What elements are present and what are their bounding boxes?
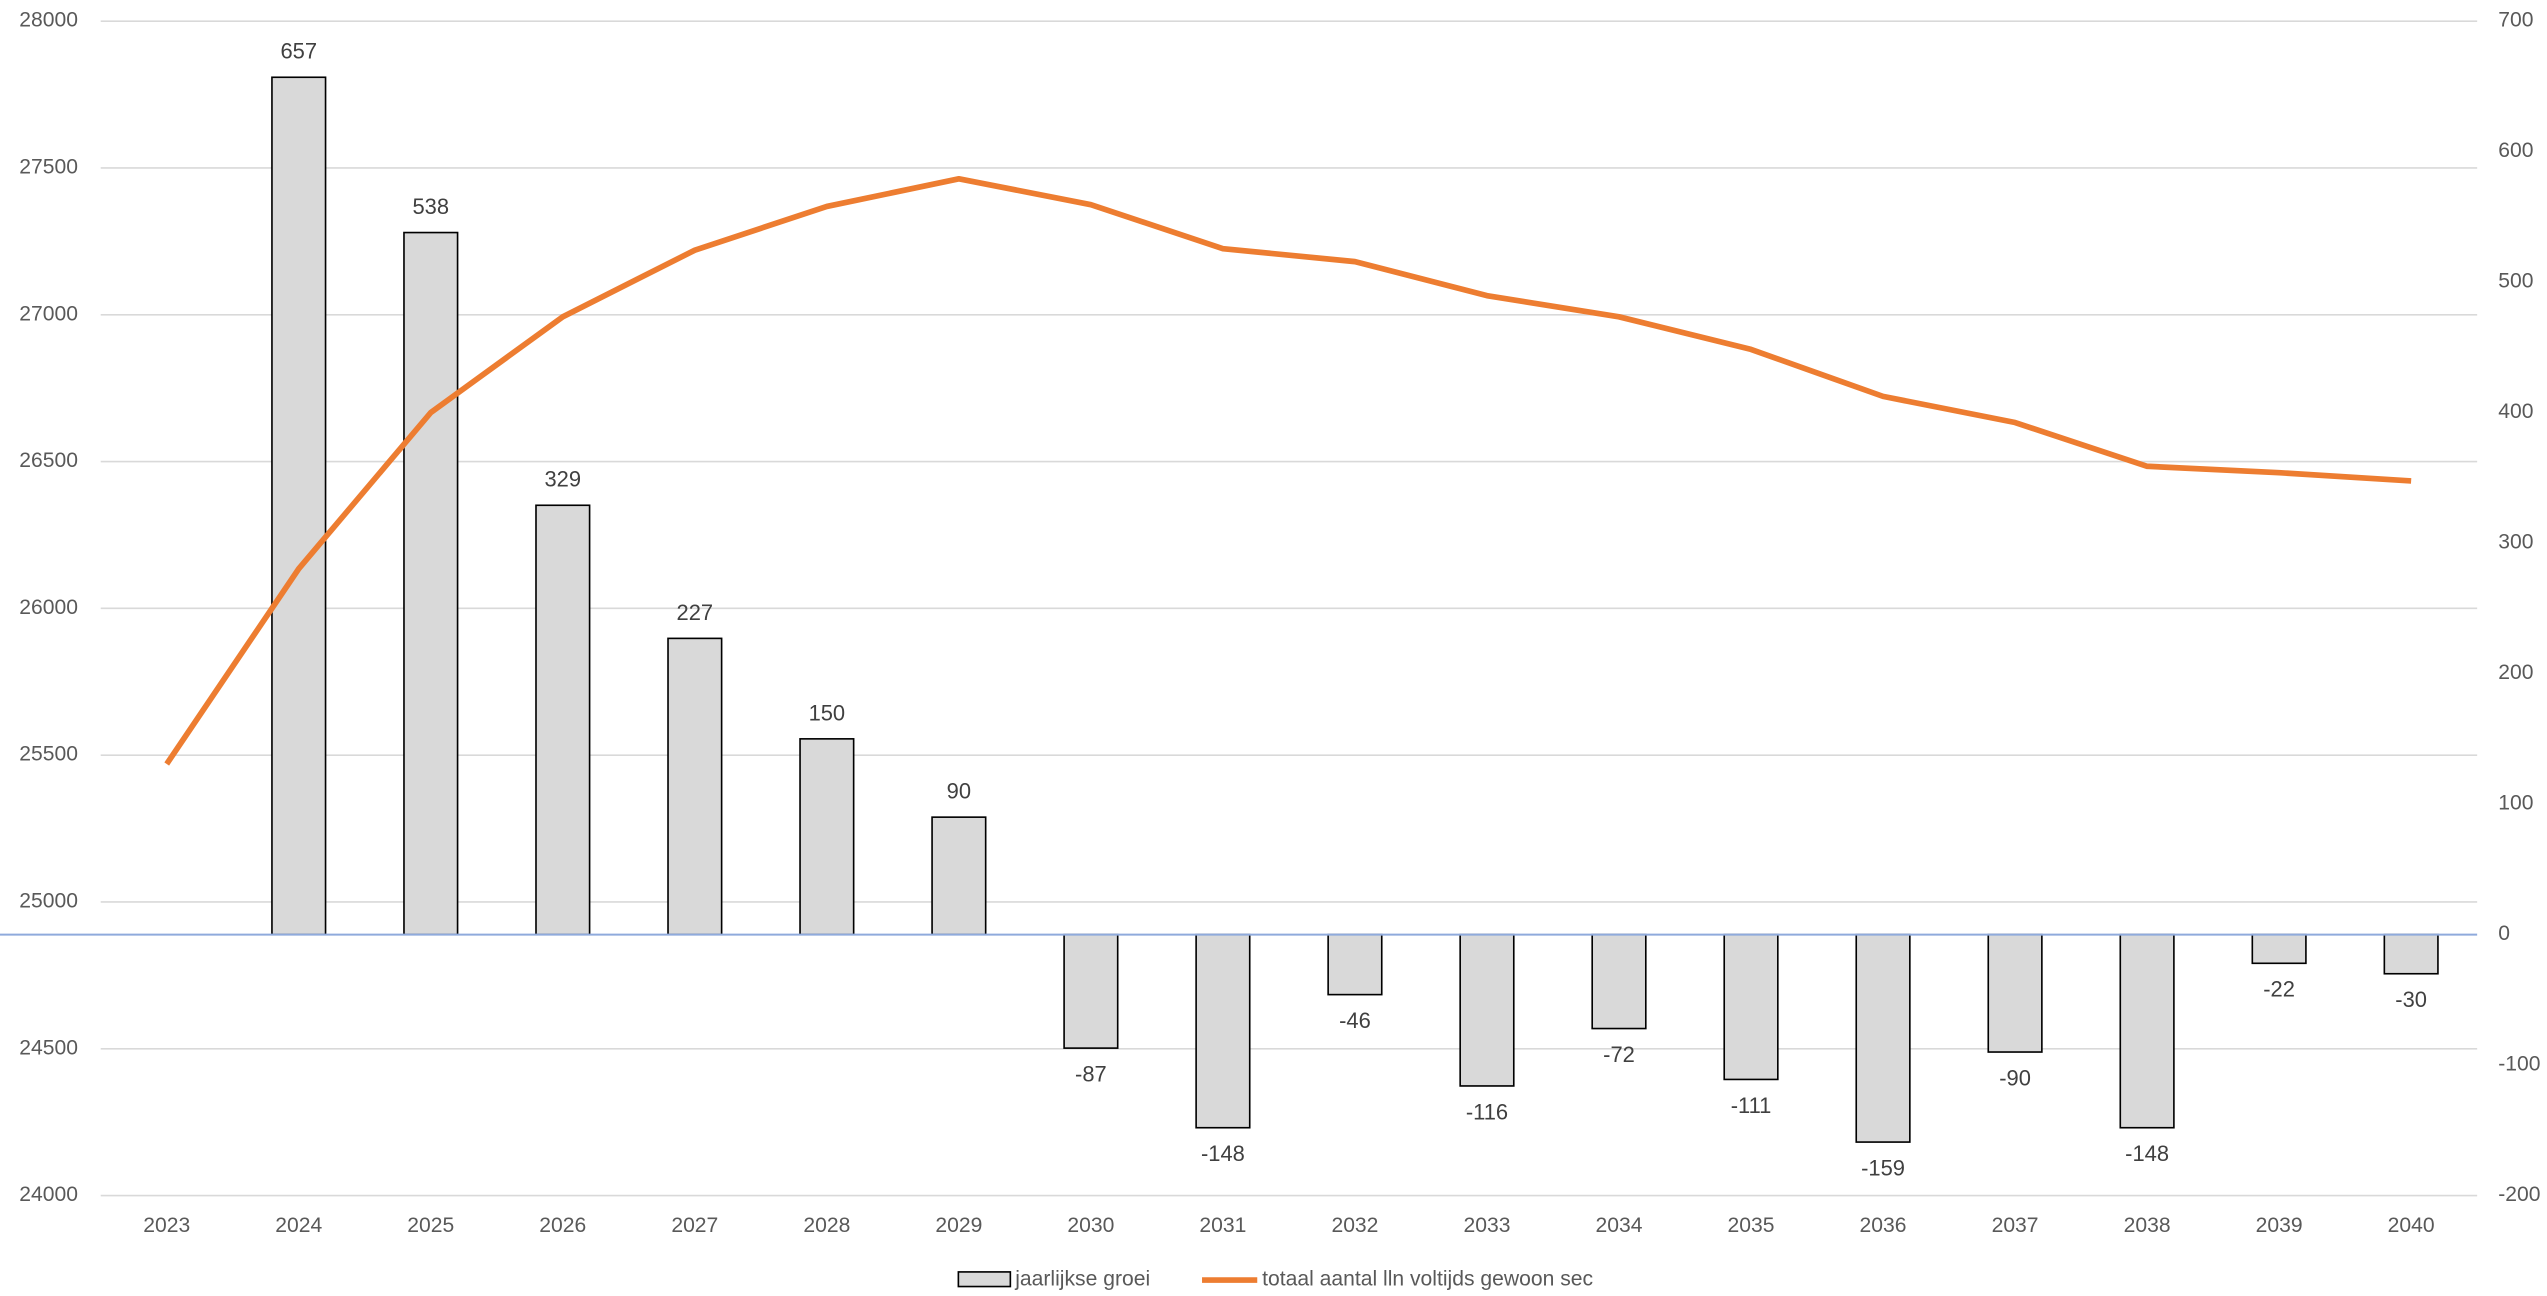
y2-tick-label: 400	[2498, 400, 2533, 423]
data-label: -116	[1466, 1099, 1508, 1124]
y2-tick-label: -200	[2498, 1183, 2540, 1206]
legend-label: totaal aantal lln voltijds gewoon sec	[1262, 1268, 1593, 1291]
y-tick-label: 24000	[19, 1183, 78, 1206]
x-tick-label: 2033	[1463, 1214, 1510, 1237]
bar	[403, 231, 459, 936]
bar	[2119, 933, 2175, 1129]
data-label: -87	[1075, 1062, 1107, 1087]
bar	[271, 76, 327, 936]
x-tick-label: 2039	[2256, 1214, 2303, 1237]
data-label: 657	[280, 39, 317, 64]
bar	[1723, 933, 1779, 1081]
data-label: -148	[1201, 1141, 1245, 1166]
x-tick-label: 2025	[407, 1214, 454, 1237]
x-tick-label: 2035	[1728, 1214, 1775, 1237]
data-label: -46	[1339, 1008, 1371, 1033]
y-tick-label: 25000	[19, 890, 78, 913]
bar	[2251, 933, 2307, 965]
x-tick-label: 2028	[803, 1214, 850, 1237]
data-label: 227	[677, 600, 714, 625]
x-tick-label: 2031	[1199, 1214, 1246, 1237]
x-tick-label: 2027	[671, 1214, 718, 1237]
y-tick-label: 27500	[19, 156, 78, 179]
x-tick-label: 2036	[1860, 1214, 1907, 1237]
bar	[1855, 933, 1911, 1143]
line-series	[164, 175, 2412, 766]
y-tick-label: 25500	[19, 743, 78, 766]
x-tick-label: 2034	[1596, 1214, 1643, 1237]
data-label: 329	[545, 467, 582, 492]
y-tick-label: 27000	[19, 302, 78, 325]
y2-tick-label: 300	[2498, 531, 2533, 554]
bar	[667, 637, 723, 936]
bar	[1327, 933, 1383, 996]
y2-tick-label: 100	[2498, 792, 2533, 815]
bar	[1195, 933, 1251, 1129]
data-label: -22	[2263, 977, 2295, 1002]
y2-tick-label: 500	[2498, 270, 2533, 293]
y2-tick-label: 200	[2498, 661, 2533, 684]
legend-swatch	[957, 1271, 1012, 1288]
bar	[931, 816, 987, 936]
x-tick-label: 2032	[1331, 1214, 1378, 1237]
data-label: -159	[1861, 1155, 1905, 1180]
data-label: 90	[947, 779, 971, 804]
x-tick-label: 2023	[143, 1214, 190, 1237]
data-label: -90	[1999, 1065, 2031, 1090]
x-tick-label: 2030	[1067, 1214, 1114, 1237]
y-tick-label: 26500	[19, 449, 78, 472]
y-tick-label: 28000	[19, 9, 78, 32]
bar	[1063, 933, 1119, 1049]
bar	[535, 504, 591, 936]
data-label: -30	[2395, 987, 2427, 1012]
data-label: 538	[412, 194, 449, 219]
y2-tick-label: 0	[2498, 922, 2510, 945]
x-tick-label: 2040	[2388, 1214, 2435, 1237]
x-tick-label: 2038	[2124, 1214, 2171, 1237]
y-tick-label: 24500	[19, 1036, 78, 1059]
y2-tick-label: 600	[2498, 139, 2533, 162]
data-label: 150	[809, 700, 846, 725]
bar	[1987, 933, 2043, 1053]
y-tick-label: 26000	[19, 596, 78, 619]
bar	[1459, 933, 1515, 1087]
x-tick-label: 2024	[275, 1214, 322, 1237]
data-label: -148	[2125, 1141, 2169, 1166]
bar	[2383, 933, 2439, 975]
x-tick-label: 2026	[539, 1214, 586, 1237]
x-tick-label: 2037	[1992, 1214, 2039, 1237]
data-label: -72	[1603, 1042, 1635, 1067]
y2-tick-label: -100	[2498, 1053, 2540, 1076]
x-tick-label: 2029	[935, 1214, 982, 1237]
y2-tick-label: 700	[2498, 9, 2533, 32]
bar	[799, 738, 855, 936]
data-label: -111	[1731, 1093, 1772, 1118]
legend-label: jaarlijkse groei	[1014, 1268, 1150, 1291]
bar	[1591, 933, 1647, 1030]
